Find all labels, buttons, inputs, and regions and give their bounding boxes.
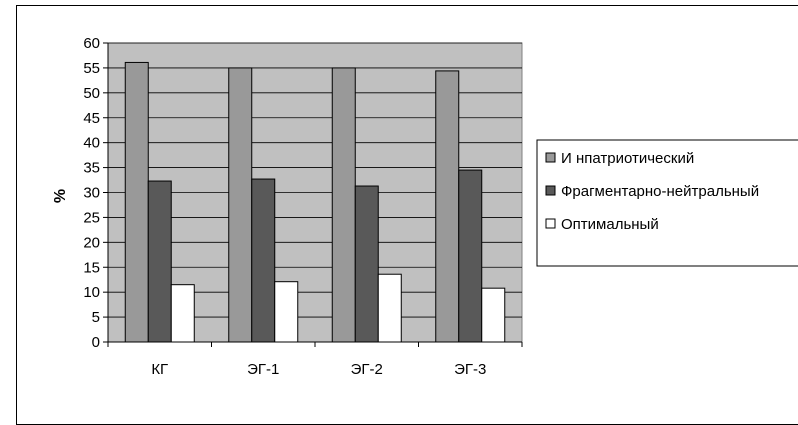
bar-3-1 bbox=[170, 284, 195, 343]
legend-swatch bbox=[545, 218, 556, 229]
bar-2-2 bbox=[251, 178, 276, 343]
y-tick-label: 55 bbox=[83, 60, 100, 77]
x-tick-label: ЭГ-2 bbox=[351, 361, 383, 378]
legend-label: И нпатриотический bbox=[561, 150, 694, 167]
bar-2-3 bbox=[354, 185, 379, 343]
y-tick-label: 15 bbox=[83, 259, 100, 276]
y-tick-label: 35 bbox=[83, 160, 100, 177]
y-tick-label: 20 bbox=[83, 234, 100, 251]
x-tick-label: ЭГ-3 bbox=[454, 361, 486, 378]
bar-2-4 bbox=[458, 169, 483, 343]
y-tick-label: 40 bbox=[83, 135, 100, 152]
legend-label: Фрагментарно-нейтральный bbox=[561, 183, 759, 200]
legend-swatch bbox=[545, 185, 556, 196]
y-tick-label: 0 bbox=[92, 334, 100, 351]
legend-box bbox=[536, 139, 798, 267]
bar-3-2 bbox=[274, 281, 299, 343]
y-tick-label: 45 bbox=[83, 110, 100, 127]
bar-1-4 bbox=[435, 70, 460, 343]
y-tick-label: 25 bbox=[83, 209, 100, 226]
bar-3-3 bbox=[377, 273, 402, 343]
bars bbox=[124, 61, 506, 343]
legend-label: Оптимальный bbox=[561, 216, 659, 233]
bar-2-1 bbox=[147, 180, 172, 343]
y-tick-label: 60 bbox=[83, 35, 100, 52]
x-axis-ticks: КГ ЭГ-1 ЭГ-2 ЭГ-3 bbox=[107, 342, 523, 378]
bar-1-2 bbox=[228, 67, 253, 343]
y-tick-label: 5 bbox=[92, 309, 100, 326]
x-tick-label: КГ bbox=[151, 361, 168, 378]
bar-1-3 bbox=[331, 67, 356, 343]
y-axis-label: % bbox=[52, 189, 69, 203]
x-tick-label: ЭГ-1 bbox=[247, 361, 279, 378]
y-tick-label: 10 bbox=[83, 284, 100, 301]
y-tick-label: 30 bbox=[83, 185, 100, 202]
y-tick-label: 50 bbox=[83, 85, 100, 102]
legend: И нпатриотический Фрагментарно-нейтральны… bbox=[536, 139, 798, 267]
bar-1-1 bbox=[124, 61, 149, 343]
bar-3-4 bbox=[481, 287, 506, 343]
legend-swatch bbox=[545, 152, 556, 163]
